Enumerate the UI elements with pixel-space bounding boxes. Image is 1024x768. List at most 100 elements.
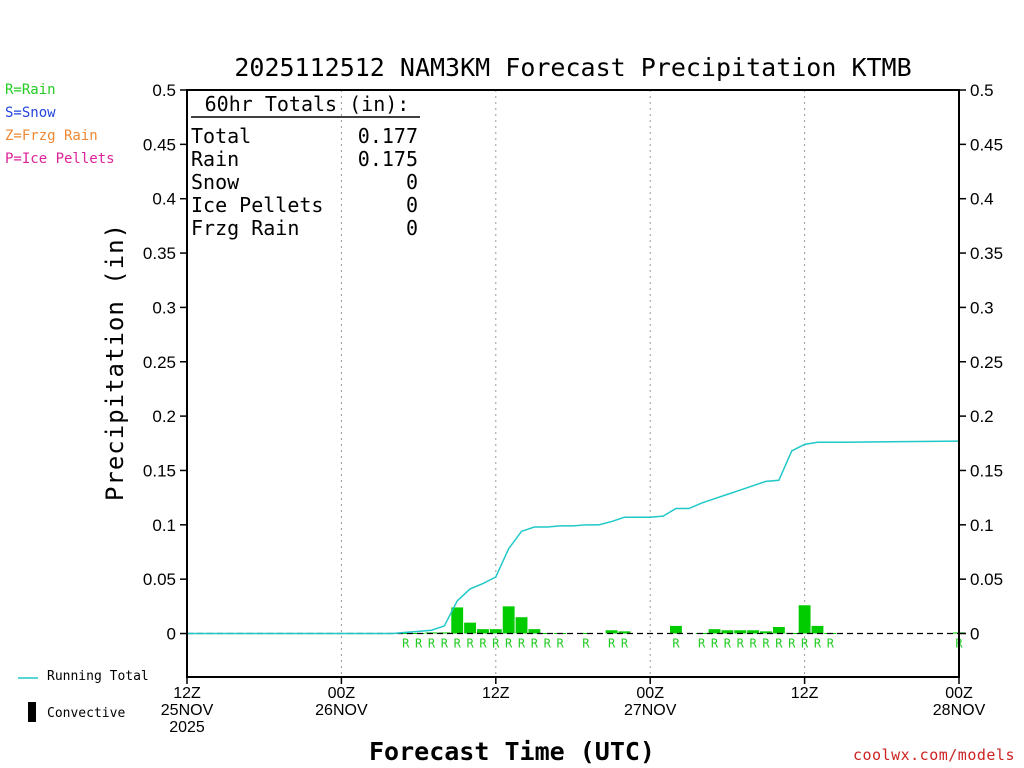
ptype-letter: R xyxy=(505,637,513,651)
totals-row-value: 0.175 xyxy=(358,147,418,171)
convective-legend xyxy=(28,702,36,722)
ptype-legend-item: R=Rain xyxy=(5,82,56,98)
precip-bar xyxy=(618,631,631,634)
precip-bar xyxy=(772,626,785,634)
ptype-letter: R xyxy=(775,637,783,651)
x-tick-label: 00Z xyxy=(328,685,356,702)
precip-bar xyxy=(721,630,734,634)
totals-box: 60hr Totals (in): Total 0.177 Rain 0.175 Sno… xyxy=(191,92,420,240)
y-tick-label: 0.2 xyxy=(152,407,176,426)
ptype-legend-item: S=Snow xyxy=(5,105,56,121)
credit-text: coolwx.com/models xyxy=(852,746,1015,764)
y-tick-label: 0.15 xyxy=(143,461,176,480)
precip-bar xyxy=(579,632,592,634)
ptype-legend-item: P=Ice Pellets xyxy=(5,151,115,167)
y-tick-label: 0.45 xyxy=(143,135,176,154)
y-tick-label: 0.05 xyxy=(143,570,176,589)
chart-title: 2025112512 NAM3KM Forecast Precipitation… xyxy=(234,53,911,82)
y-tick-label-right: 0.2 xyxy=(970,407,994,426)
ptype-letter: R xyxy=(454,637,462,651)
y-tick-label: 0.1 xyxy=(152,516,176,535)
ptype-letter: R xyxy=(827,637,835,651)
vertical-gridlines xyxy=(340,90,806,677)
y-tick-label-right: 0.3 xyxy=(970,298,994,317)
x-tick-label: 12Z xyxy=(791,685,819,702)
plot-frame xyxy=(186,89,960,678)
ptype-letter: R xyxy=(608,637,616,651)
precip-bar xyxy=(605,630,618,634)
totals-row-value: 0 xyxy=(406,170,418,194)
ptype-letter: R xyxy=(750,637,758,651)
y-tick-label-right: 0.15 xyxy=(970,461,1003,480)
x-tick-label: 28NOV xyxy=(933,702,986,719)
totals-row-label: Frzg Rain xyxy=(191,216,299,240)
ptype-letter: R xyxy=(621,637,629,651)
precip-bar xyxy=(734,630,747,634)
ptype-letter: R xyxy=(698,637,706,651)
ptype-letter: R xyxy=(711,637,719,651)
running-total-legend-label: Running Total xyxy=(47,669,149,684)
totals-row-value: 0.177 xyxy=(358,124,418,148)
precip-bar xyxy=(528,629,541,634)
x-tick-label: 2025 xyxy=(169,719,205,736)
y-axis-left: 0 0.05 0.1 0.15 0.2 0.25 0.3 0.35 0.4 0.45 0.5 xyxy=(143,81,187,644)
totals-row-label: Ice Pellets xyxy=(191,193,323,217)
y-tick-label: 0.3 xyxy=(152,298,176,317)
precip-bar xyxy=(438,632,451,634)
convective-legend-label: Convective xyxy=(47,706,126,721)
ptype-letter: R xyxy=(415,637,423,651)
y-tick-label-right: 0 xyxy=(970,625,979,644)
y-tick-label: 0.5 xyxy=(152,81,176,100)
y-tick-label-right: 0.4 xyxy=(970,190,994,209)
y-tick-label: 0.25 xyxy=(143,353,176,372)
totals-row-value: 0 xyxy=(406,193,418,217)
ptype-letter: R xyxy=(814,637,822,651)
ptype-letter: R xyxy=(582,637,590,651)
ptype-letter: R xyxy=(441,637,449,651)
totals-row-label: Snow xyxy=(191,170,240,194)
ptype-letter: R xyxy=(518,637,526,651)
y-tick-label-right: 0.35 xyxy=(970,244,1003,263)
ptype-letter: R xyxy=(479,637,487,651)
precip-bar xyxy=(399,632,412,634)
ptype-letter: R xyxy=(762,637,770,651)
y-tick-label-right: 0.25 xyxy=(970,353,1003,372)
precip-bar xyxy=(760,631,772,634)
y-tick-label-right: 0.45 xyxy=(970,135,1003,154)
y-tick-label: 0 xyxy=(167,625,176,644)
precip-bar xyxy=(708,629,721,634)
precip-bar xyxy=(502,606,515,634)
x-tick-label: 26NOV xyxy=(315,702,368,719)
ptype-letter: R xyxy=(492,637,500,651)
y-axis-label: Precipitation (in) xyxy=(101,223,129,501)
ptype-letter: R xyxy=(737,637,745,651)
precip-bar xyxy=(515,617,528,634)
precip-bar xyxy=(670,625,682,634)
precip-bar xyxy=(798,605,811,634)
totals-row-label: Rain xyxy=(191,147,239,171)
x-tick-label: 12Z xyxy=(482,685,510,702)
y-tick-label-right: 0.1 xyxy=(970,516,994,535)
ptype-letter: R xyxy=(531,637,539,651)
x-axis-label: Forecast Time (UTC) xyxy=(369,737,655,766)
y-tick-label-right: 0.05 xyxy=(970,570,1003,589)
totals-row-value: 0 xyxy=(406,216,418,240)
ptype-letter: R xyxy=(672,637,680,651)
ptype-letter: R xyxy=(402,637,410,651)
totals-row-label: Total xyxy=(191,124,251,148)
totals-heading: 60hr Totals (in): xyxy=(205,92,410,116)
x-tick-label: 12Z xyxy=(173,685,201,702)
hourly-precip-bars xyxy=(399,605,965,634)
y-tick-label-right: 0.5 xyxy=(970,81,994,100)
ptype-letter: R xyxy=(788,637,796,651)
ptype-letter: R xyxy=(428,637,436,651)
ptype-letter: R xyxy=(557,637,565,651)
x-tick-label: 27NOV xyxy=(624,702,677,719)
ptype-legend-item: Z=Frzg Rain xyxy=(5,128,98,144)
y-tick-label: 0.35 xyxy=(143,244,176,263)
ptype-letter: R xyxy=(466,637,474,651)
precip-bar xyxy=(477,629,489,634)
